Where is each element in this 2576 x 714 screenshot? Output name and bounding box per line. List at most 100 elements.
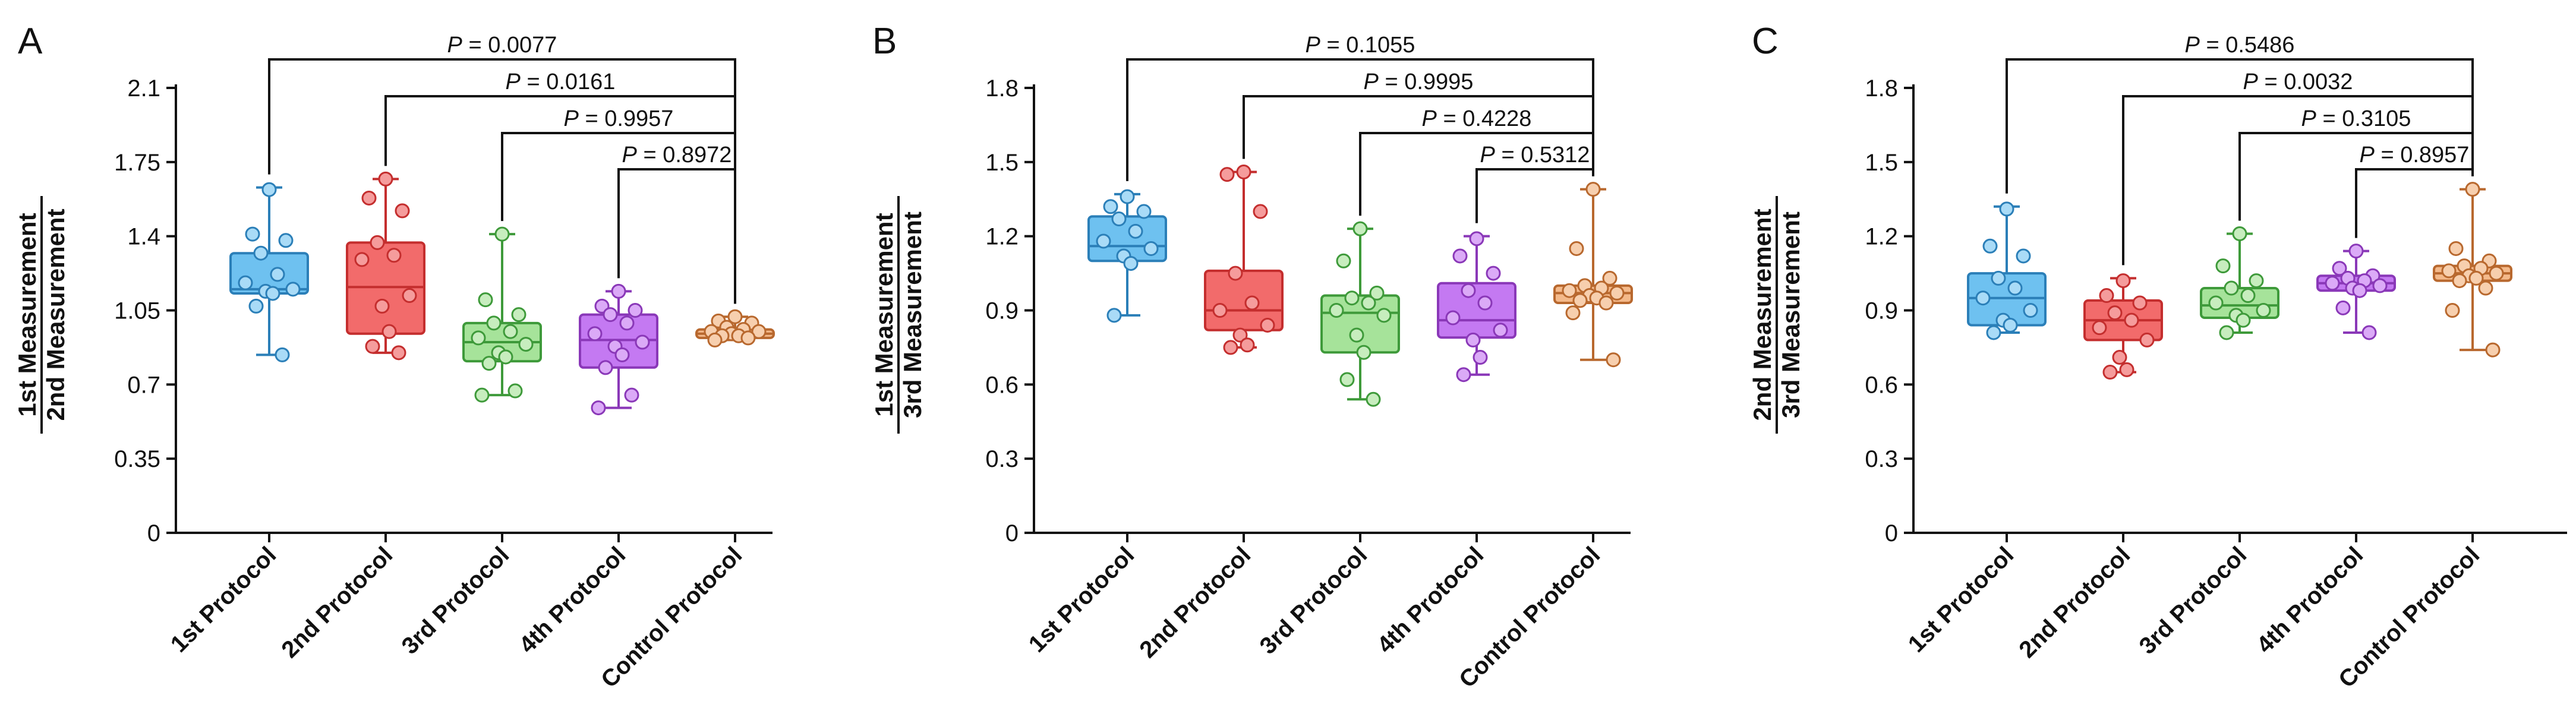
data-point	[238, 275, 253, 290]
y-tick-label: 0.6	[1865, 372, 1898, 398]
data-point	[1565, 305, 1581, 321]
p-symbol: P	[564, 106, 579, 131]
p-symbol: P	[2360, 143, 2375, 168]
data-point	[2003, 317, 2018, 333]
data-point	[494, 226, 510, 242]
data-point	[587, 326, 603, 342]
data-point	[261, 182, 277, 197]
x-tick-label: 1st Protocol	[1024, 542, 1140, 658]
data-point	[740, 330, 756, 346]
data-point	[598, 360, 613, 375]
data-point	[1344, 290, 1360, 306]
data-point	[1602, 270, 1618, 286]
y-tick-label: 0	[1885, 520, 1898, 546]
comparison-bracket: P = 0.8957	[2355, 143, 2474, 238]
data-point	[707, 332, 723, 347]
y-tick-label: 0	[147, 520, 160, 546]
y-axis-label-numerator: 2nd Measurement	[1748, 208, 1776, 421]
x-tick-label: 3rd Protocol	[397, 542, 515, 659]
p-symbol: P	[1306, 33, 1321, 58]
p-value-label: P = 0.9995	[1364, 69, 1474, 94]
panel-c: C 2nd Measurement 3rd Measurement 0 0.3 0.6 0.…	[1748, 21, 2567, 693]
data-point	[1096, 233, 1111, 249]
data-point	[391, 345, 406, 361]
data-point	[1240, 337, 1255, 353]
y-tick-label: 1.5	[985, 150, 1019, 176]
data-point	[2215, 258, 2231, 274]
data-point	[1609, 285, 1625, 301]
data-point	[1569, 241, 1584, 256]
y-tick-label: 0.9	[985, 298, 1019, 324]
p-symbol: P	[506, 69, 521, 94]
data-point	[2224, 280, 2239, 296]
data-point	[365, 339, 380, 354]
data-point	[1356, 345, 1371, 360]
data-point	[2478, 280, 2493, 296]
data-point	[518, 337, 534, 352]
data-point	[1103, 199, 1118, 214]
data-point	[591, 400, 606, 416]
x-tick-label: 4th Protocol	[514, 542, 630, 658]
x-tick-label: 3rd Protocol	[2134, 542, 2252, 659]
data-point	[1232, 327, 1248, 343]
box-2nd-protocol: 2nd Protocol	[276, 171, 425, 663]
data-point	[1329, 303, 1344, 318]
data-point	[2352, 283, 2367, 298]
panel-letter: B	[872, 21, 897, 62]
y-axis-label-numerator: 1st Measurement	[870, 213, 898, 416]
data-point	[1123, 255, 1139, 271]
data-point	[2112, 350, 2127, 365]
data-point	[270, 267, 285, 282]
x-tick-label: 1st Protocol	[166, 542, 282, 658]
data-point	[511, 307, 526, 323]
x-tick-label: 2nd Protocol	[276, 542, 398, 663]
y-tick-label: 1.2	[1865, 224, 1898, 250]
y-tick-label: 1.8	[1865, 75, 1898, 102]
data-point	[2256, 303, 2271, 318]
data-point	[275, 347, 290, 362]
x-tick-label: 3rd Protocol	[1255, 542, 1373, 659]
p-symbol: P	[1364, 69, 1379, 94]
y-axis-label-denominator: 3rd Measurement	[1777, 211, 1805, 418]
data-point	[1445, 310, 1461, 326]
data-point	[611, 283, 626, 299]
y-tick-label: 2.1	[127, 75, 160, 102]
bracket-line	[617, 168, 736, 304]
data-point	[727, 309, 743, 324]
data-point	[402, 288, 417, 304]
data-point	[503, 324, 518, 339]
data-point	[1982, 238, 1998, 254]
data-point	[1975, 290, 1991, 306]
p-value-label: P = 0.5486	[2185, 33, 2295, 58]
data-point	[1493, 323, 1508, 338]
data-point	[474, 387, 490, 403]
data-point	[2240, 288, 2256, 304]
data-point	[1260, 317, 1275, 333]
data-point	[498, 349, 513, 365]
p-value-label: P = 0.8972	[622, 143, 732, 168]
box-1st-protocol: 1st Protocol	[166, 182, 309, 658]
data-point	[2208, 295, 2224, 311]
data-point	[2092, 320, 2107, 336]
data-point	[603, 307, 618, 323]
p-value-label: P = 0.1055	[1306, 33, 1415, 58]
p-value-label: P = 0.0032	[2243, 69, 2353, 94]
p-value: = 0.5486	[2200, 33, 2295, 58]
y-axis-label: 2nd Measurement 3rd Measurement	[1748, 196, 1805, 434]
data-point	[2115, 273, 2131, 289]
data-point	[2468, 270, 2484, 286]
data-point	[2465, 182, 2480, 197]
p-value: = 0.0161	[521, 69, 616, 94]
comparison-bracket: P = 0.5312	[1475, 143, 1594, 223]
p-value: = 0.8957	[2375, 143, 2470, 168]
data-point	[1219, 167, 1235, 182]
data-point	[628, 303, 643, 318]
p-value: = 0.8972	[637, 143, 732, 168]
data-point	[370, 235, 385, 250]
data-point	[1986, 325, 2001, 340]
panel-letter: A	[18, 21, 43, 62]
p-symbol: P	[622, 143, 638, 168]
data-point	[2249, 273, 2264, 289]
p-value: = 0.1055	[1320, 33, 1415, 58]
